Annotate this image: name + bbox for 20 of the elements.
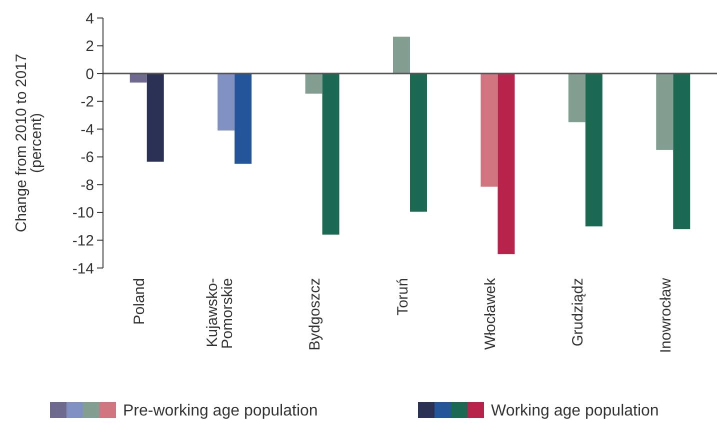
x-tick-label: Inowrocław — [657, 278, 674, 354]
legend-label: Working age population — [491, 402, 659, 420]
y-axis-title: Change from 2010 to 2017 (percent) — [13, 54, 45, 232]
y-tick-label: -10 — [72, 204, 94, 222]
y-tick-label: 4 — [86, 10, 94, 28]
y-tick-label: -2 — [80, 94, 94, 111]
y-tick-label: -8 — [80, 176, 94, 194]
x-tick-label: Poland — [131, 278, 148, 325]
y-tick-label: 2 — [86, 38, 94, 56]
x-tick-label: Grudziądz — [570, 278, 587, 346]
x-tick-label: Toruń — [394, 278, 412, 316]
y-tick-label: 0 — [86, 66, 94, 83]
legend-label: Pre-working age population — [123, 402, 318, 420]
y-tick-label: -14 — [72, 260, 94, 278]
y-tick-label: -4 — [80, 121, 94, 138]
x-tick-label: Kujawsko-Pomorskie — [204, 278, 236, 349]
x-tick-label: Włocławek — [482, 278, 499, 350]
y-tick-label: -6 — [80, 149, 94, 166]
y-tick-label: -12 — [72, 232, 94, 250]
x-tick-label: Bydgoszcz — [306, 278, 324, 351]
